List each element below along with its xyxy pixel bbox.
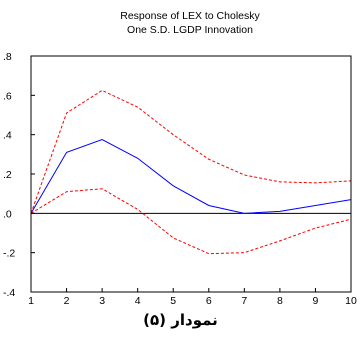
y-tick-label: .8 bbox=[3, 51, 12, 63]
series-layer bbox=[30, 89, 352, 255]
x-axis: 1 2 3 4 5 6 7 8 9 10 bbox=[28, 288, 357, 307]
x-tick-label: 3 bbox=[99, 295, 105, 307]
y-tick-label: .4 bbox=[3, 130, 12, 142]
y-tick-label: .2 bbox=[3, 169, 12, 181]
y-tick-label: -.2 bbox=[3, 248, 15, 260]
y-tick-label: .0 bbox=[3, 208, 12, 220]
x-tick-label: 6 bbox=[206, 295, 212, 307]
plot-frame bbox=[30, 55, 352, 293]
chart-title-line-1: Response of LEX to Cholesky bbox=[120, 10, 260, 22]
confidence-band-line-1 bbox=[30, 89, 352, 214]
x-tick-label: 2 bbox=[64, 295, 70, 307]
x-tick-label: 8 bbox=[277, 295, 283, 307]
figure-caption: نمودار (۵) bbox=[143, 311, 218, 329]
response-line-0 bbox=[30, 139, 352, 214]
y-tick-label: -.4 bbox=[3, 287, 15, 299]
confidence-band-line-2 bbox=[30, 188, 352, 255]
y-tick-label: .6 bbox=[3, 90, 12, 102]
x-tick-label: 10 bbox=[345, 295, 357, 307]
x-tick-label: 7 bbox=[241, 295, 247, 307]
x-tick-label: 1 bbox=[28, 295, 34, 307]
x-tick-label: 5 bbox=[170, 295, 176, 307]
chart-title-line-2: One S.D. LGDP Innovation bbox=[127, 24, 253, 36]
x-tick-label: 9 bbox=[313, 295, 319, 307]
x-tick-label: 4 bbox=[135, 295, 141, 307]
chart-title: Response of LEX to Cholesky One S.D. LGD… bbox=[120, 10, 260, 36]
y-axis: .8 .6 .4 .2 .0 -.2 -.4 bbox=[3, 51, 35, 299]
